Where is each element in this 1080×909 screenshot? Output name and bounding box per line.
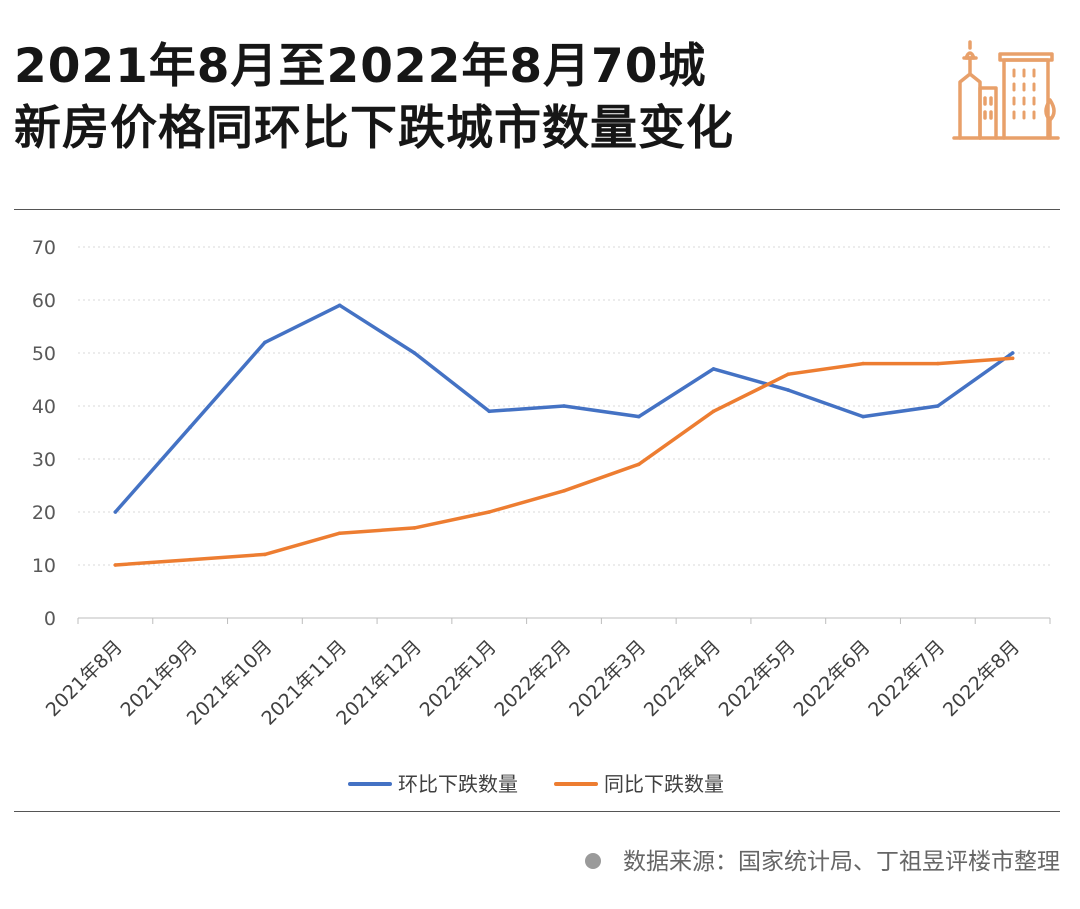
y-tick-label: 20 <box>32 502 56 524</box>
data-point <box>636 414 641 419</box>
data-point <box>412 351 417 355</box>
data-point <box>711 409 716 414</box>
data-point <box>786 372 791 376</box>
x-tick-label: 2022年2月 <box>490 636 575 721</box>
data-point <box>113 510 118 514</box>
y-tick-label: 10 <box>32 555 56 577</box>
y-tick-label: 40 <box>32 396 56 418</box>
y-tick-label: 50 <box>32 343 56 365</box>
data-point <box>1010 351 1015 355</box>
bullet-dot-icon <box>585 852 601 869</box>
data-point <box>188 425 192 429</box>
data-point <box>1010 356 1015 361</box>
legend-label: 同比下跌数量 <box>604 772 724 796</box>
data-point <box>337 531 342 535</box>
data-point <box>487 409 492 414</box>
data-point <box>263 340 267 345</box>
series-line-2 <box>113 356 1015 567</box>
title-line-1: 2021年8月至2022年8月70城 <box>14 39 707 94</box>
y-tick-label: 30 <box>32 449 56 471</box>
y-tick-label: 70 <box>32 237 56 259</box>
data-point <box>786 388 791 392</box>
data-point <box>711 367 716 371</box>
data-point <box>412 526 417 530</box>
data-point <box>487 510 492 514</box>
x-tick-label: 2022年8月 <box>939 636 1024 721</box>
x-tick-label: 2021年8月 <box>42 636 127 721</box>
title-line-2: 新房价格同环比下跌城市数量变化 <box>14 101 734 156</box>
y-tick-label: 0 <box>44 608 56 630</box>
data-point <box>861 414 865 419</box>
top-divider <box>14 209 1060 210</box>
data-point <box>113 563 118 567</box>
x-tick-label: 2022年3月 <box>565 636 650 721</box>
y-tick-label: 60 <box>32 290 56 312</box>
x-tick-label: 2022年4月 <box>640 636 725 721</box>
data-point <box>337 303 342 308</box>
chart-title: 2021年8月至2022年8月70城 新房价格同环比下跌城市数量变化 <box>14 36 914 160</box>
city-buildings-icon <box>952 40 1060 140</box>
data-point <box>562 404 566 408</box>
x-tick-label: 2022年6月 <box>789 636 874 721</box>
x-tick-label: 2022年7月 <box>864 636 949 721</box>
data-point <box>188 557 192 562</box>
data-point <box>263 552 267 557</box>
data-point <box>936 361 940 366</box>
data-point <box>936 404 940 408</box>
data-point <box>562 489 566 493</box>
bottom-divider <box>14 811 1060 812</box>
line-chart: 0102030405060702021年8月2021年9月2021年10月202… <box>32 237 1051 796</box>
legend-label: 环比下跌数量 <box>398 772 518 796</box>
x-tick-label: 2022年1月 <box>416 636 501 721</box>
series-line-1 <box>113 303 1015 514</box>
data-source: 数据来源：国家统计局、丁祖昱评楼市整理 <box>585 842 1060 876</box>
data-source-text: 数据来源：国家统计局、丁祖昱评楼市整理 <box>623 849 1060 875</box>
x-tick-label: 2022年5月 <box>715 636 800 721</box>
data-point <box>636 462 641 467</box>
data-point <box>861 361 865 366</box>
